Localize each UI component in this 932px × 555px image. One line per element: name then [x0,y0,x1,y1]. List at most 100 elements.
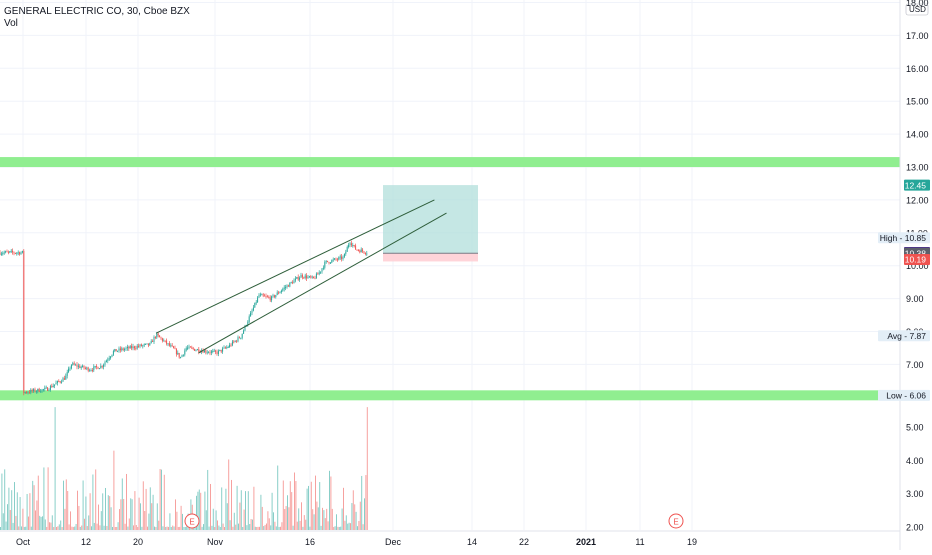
candle-body [10,250,12,252]
volume-bar [95,469,97,530]
volume-tick-label: 2.00 [906,523,924,533]
volume-bar [215,510,217,530]
candle-body [206,352,208,354]
candle-body [63,378,65,380]
volume-bar [112,526,113,530]
volume-bar [292,525,294,530]
target-zone[interactable] [383,185,478,254]
volume-bar [114,526,116,530]
candle-body [180,357,182,359]
volume-bar [347,523,349,530]
candle-body [307,276,309,279]
stop-zone[interactable] [383,253,478,262]
candle-body [272,295,274,297]
time-axis[interactable]: Oct 12 20 Nov 16 Dec 14 22 2021 11 19 [0,530,900,547]
candle-body [126,346,128,349]
volume-bar [336,514,337,530]
time-tick-label: 12 [81,537,91,547]
candle-body [140,344,142,347]
candle-body [240,337,242,339]
candle-body [352,245,354,247]
candle-body [44,387,46,390]
volume-bar [249,524,251,530]
volume-bar [351,503,353,530]
volume-bar [53,526,55,530]
candle-body [355,245,357,250]
candle-body [229,344,231,348]
candle-body [182,354,184,356]
volume-bar [364,498,365,530]
volume-bar [126,473,127,530]
volume-bar [260,494,262,530]
candle-body [189,346,191,348]
candle-body [234,340,236,342]
candle-body [261,294,263,296]
currency-box[interactable] [905,3,929,16]
volume-bar [198,489,200,530]
volume-bar [78,505,80,530]
long-position-tool[interactable] [383,185,478,262]
volume-bar [183,526,185,530]
candle-body [56,381,58,383]
grid [0,0,900,530]
candle-body [69,368,71,370]
candle-body [61,381,63,383]
lower-trendline[interactable] [198,212,447,354]
volume-bar [281,522,283,530]
earnings-marker-circle [184,513,200,529]
volume-bar [163,474,165,530]
volume-bar [130,498,132,530]
volume-bar [268,518,270,530]
candle-body [181,355,183,358]
candle-body [300,274,302,278]
candle-body [73,363,75,365]
upper-trendline[interactable] [155,199,435,334]
candle-body [135,348,137,350]
candle-body [119,348,121,351]
volume-bar [170,526,172,530]
symbol-title[interactable]: GENERAL ELECTRIC CO, 30, Cboe BZX [4,6,190,17]
candle-body [268,296,270,298]
earnings-marker[interactable]: E [184,513,200,529]
candle-body [49,386,51,390]
trendlines[interactable] [155,199,447,354]
candle-body [226,347,228,349]
volume-bar [30,526,32,530]
candle-body [19,252,21,255]
volume-bar [289,481,291,530]
volume-bar [348,522,350,530]
candle-body [79,365,81,368]
volume-bar [180,505,182,530]
candle-body [212,351,214,353]
candle-body [318,272,320,275]
price-axis[interactable]: 18.0017.0016.0015.0014.0013.0012.0011.00… [899,0,929,550]
candle-body [338,257,340,260]
candle-body [91,369,93,371]
candle-body [171,345,173,347]
earnings-marker[interactable]: E [668,513,684,529]
volume-bar [316,501,318,530]
volume-bar [179,526,181,530]
candle-body [33,389,35,392]
volume-bar [36,500,38,530]
candle-body [353,245,355,247]
candle-body [220,349,222,352]
volume-bar [107,495,109,530]
candle-body [275,294,277,298]
volume-bar [71,526,73,530]
price-badge: Avg - 7.87 [878,330,930,342]
candle-body [156,333,158,338]
volume-bar [173,526,175,530]
candle-body [348,244,350,248]
volume-bar [365,475,367,530]
volume-bar [274,521,276,530]
currency-label[interactable]: USD [909,5,926,14]
candle-body [75,364,77,366]
volume-bar [0,527,1,530]
volume-label[interactable]: Vol [4,18,18,29]
volume-bar [4,469,6,530]
candle-body [93,366,95,371]
